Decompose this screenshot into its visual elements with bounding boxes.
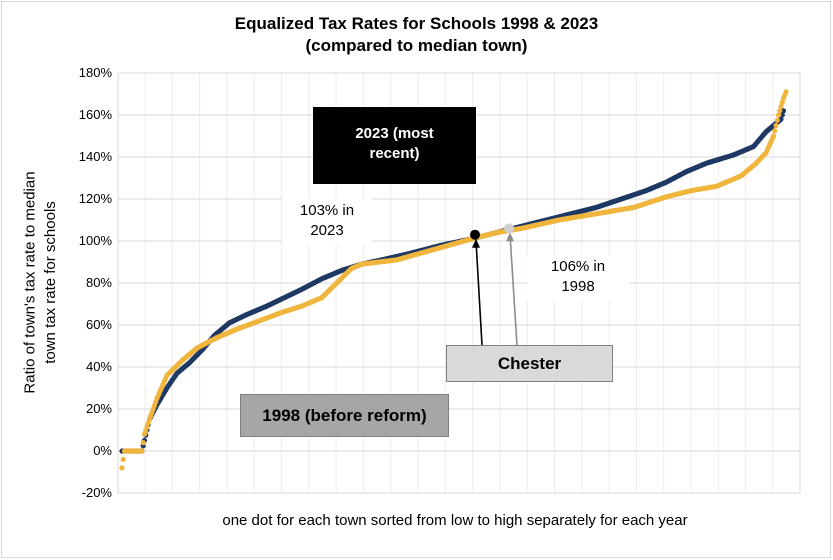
- y-tick-label: 120%: [78, 191, 112, 206]
- data-point-2023: [779, 99, 785, 105]
- legend-box-1998: 1998 (before reform): [240, 394, 449, 437]
- data-point-2023: [770, 133, 777, 139]
- y-tick-label: 20%: [85, 401, 112, 416]
- legend-box-2023-line1: 2023 (most: [355, 125, 434, 142]
- note-2023: 103% in 2023: [282, 198, 372, 244]
- y-axis-label-line1: Ratio of town's tax rate to median: [21, 171, 39, 394]
- data-point-2023: [773, 122, 779, 129]
- note-2023-line2: 2023: [310, 222, 344, 239]
- data-point-2023: [140, 440, 146, 446]
- plot-border: [117, 72, 801, 494]
- data-point-2023: [772, 128, 778, 134]
- x-axis-label: one dot for each town sorted from low to…: [222, 512, 688, 529]
- data-point-2023: [139, 448, 145, 454]
- legend-box-2023-line2: recent): [369, 145, 420, 162]
- data-point-2023: [775, 112, 782, 118]
- data-point-2023: [778, 104, 784, 110]
- data-point-2023: [777, 108, 783, 114]
- data-point-2023: [783, 89, 789, 95]
- y-tick-label: 60%: [85, 317, 112, 332]
- y-tick-label: 100%: [78, 233, 112, 248]
- chester-label-box: Chester: [446, 345, 613, 382]
- chart-subtitle: (compared to median town): [305, 36, 528, 55]
- arrowhead-1998: [506, 232, 514, 242]
- data-point-2023: [774, 117, 780, 123]
- data-point-1998: [780, 108, 787, 114]
- arrow-2023: [475, 240, 483, 346]
- legend-box-2023: 2023 (most recent): [313, 107, 476, 184]
- y-tick-label: 160%: [78, 107, 112, 122]
- data-point-2023: [120, 456, 126, 462]
- arrow-1998: [509, 234, 518, 346]
- note-1998: 106% in 1998: [527, 255, 629, 301]
- data-point-2023: [119, 465, 125, 471]
- note-1998-line1: 106% in: [550, 258, 606, 275]
- chart-title: Equalized Tax Rates for Schools 1998 & 2…: [234, 14, 599, 33]
- chester-point-1998: [504, 223, 514, 234]
- y-tick-label: 0%: [93, 443, 112, 458]
- note-1998-line2: 1998: [561, 278, 595, 295]
- arrowhead-2023: [472, 238, 480, 248]
- note-2023-line1: 103% in: [299, 202, 355, 219]
- y-axis-label-line2: town tax rate for schools: [41, 201, 59, 364]
- y-tick-label: -20%: [81, 485, 112, 500]
- data-point-1998: [779, 112, 785, 118]
- y-tick-label: 140%: [78, 149, 112, 164]
- y-tick-label: 180%: [78, 65, 112, 80]
- y-tick-label: 80%: [85, 275, 112, 290]
- chester-point-2023: [470, 229, 480, 240]
- y-tick-label: 40%: [85, 359, 112, 374]
